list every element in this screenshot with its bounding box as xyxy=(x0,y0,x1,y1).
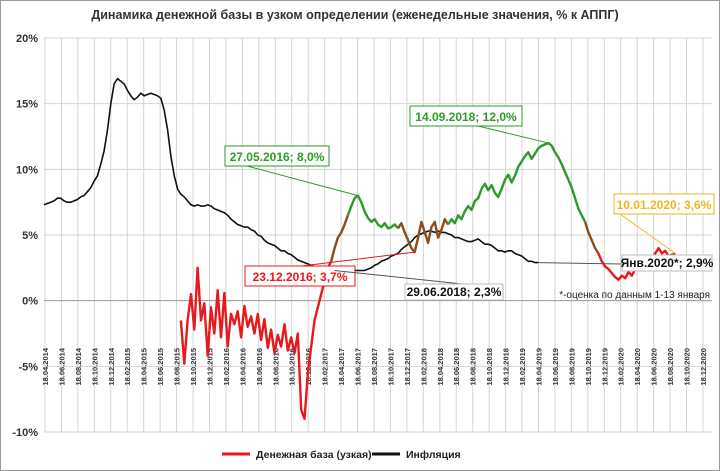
x-tick-label: 18.12.2020 xyxy=(699,348,708,386)
series-line-base-segment xyxy=(396,218,450,254)
annotation: 14.09.2018; 12,0% xyxy=(409,105,549,144)
annotation-leader xyxy=(334,269,463,285)
annotation-box xyxy=(409,105,523,127)
legend-label: Инфляция xyxy=(406,449,461,461)
x-tick-label: 18.04.2020 xyxy=(633,348,642,386)
annotation: 27.05.2016; 8,0% xyxy=(224,145,359,197)
x-tick-label: 18.02.2020 xyxy=(617,348,626,386)
x-tick-label: 18.02.2015 xyxy=(123,348,132,386)
annotation: Янв.2020*; 2,9% xyxy=(538,254,714,272)
annotation-label: Янв.2020*; 2,9% xyxy=(621,256,714,270)
y-tick-label: -10% xyxy=(12,427,38,439)
annotation-leader xyxy=(538,262,623,265)
x-tick-label: 18.10.2015 xyxy=(189,348,198,386)
x-tick-label: 18.10.2014 xyxy=(90,347,99,385)
x-tick-label: 18.04.2015 xyxy=(140,348,149,386)
x-tick-label: 18.04.2017 xyxy=(337,348,346,386)
chart-title: Динамика денежной базы в узком определен… xyxy=(91,8,618,22)
legend-item: Денежная база (узкая) xyxy=(222,449,372,461)
x-tick-label: 18.08.2014 xyxy=(74,347,83,385)
x-tick-label: 18.10.2017 xyxy=(386,348,395,386)
annotation-label: 27.05.2016; 8,0% xyxy=(230,150,325,164)
x-tick-label: 18.08.2015 xyxy=(173,348,182,386)
y-tick-label: 20% xyxy=(16,33,38,45)
x-tick-label: 18.02.2017 xyxy=(321,348,330,386)
annotation-label: 29.06.2018; 2,3% xyxy=(407,285,502,299)
series-line-base-segment xyxy=(179,260,333,421)
y-tick-label: 0% xyxy=(22,296,38,308)
x-tick-label: 18.10.2016 xyxy=(288,348,297,386)
x-tick-label: 18.08.2019 xyxy=(567,348,576,386)
annotation-box xyxy=(613,193,715,215)
x-tick-label: 18.12.2014 xyxy=(107,347,116,385)
x-tick-label: 18.04.2018 xyxy=(436,348,445,386)
series-line-base-segment xyxy=(447,141,587,226)
y-tick-label: -5% xyxy=(18,361,38,373)
x-tick-label: 18.12.2018 xyxy=(502,348,511,386)
series-line-base-segment xyxy=(583,221,600,255)
annotation-leader xyxy=(246,165,359,197)
annotation-box xyxy=(404,283,504,301)
series-lines xyxy=(43,77,676,421)
annotation-box xyxy=(224,145,330,167)
x-tick-label: 18.04.2019 xyxy=(534,348,543,386)
annotation-leader xyxy=(477,125,549,144)
annotation-label: 10.01.2020; 3,6% xyxy=(617,198,712,212)
x-tick-label: 18.02.2018 xyxy=(419,348,428,386)
x-axis: 18.04.2014 18.06.2014 18.08.2014 18.10.2014… xyxy=(41,347,708,385)
annotation: 23.12.2016; 3,7% xyxy=(244,251,415,287)
x-tick-label: 18.04.2016 xyxy=(238,348,247,386)
gridlines xyxy=(44,37,712,433)
series-line-base-segment xyxy=(346,194,399,230)
x-tick-label: 18.06.2016 xyxy=(255,348,264,386)
x-tick-label: 18.06.2017 xyxy=(354,348,363,386)
annotation: 10.01.2020; 3,6% xyxy=(613,193,715,254)
x-tick-label: 18.08.2016 xyxy=(271,348,280,386)
annotation-leader xyxy=(301,251,415,267)
x-tick-label: 18.10.2019 xyxy=(584,348,593,386)
x-tick-label: 18.12.2019 xyxy=(600,348,609,386)
legend-label: Денежная база (узкая) xyxy=(256,449,372,461)
x-tick-label: 18.06.2019 xyxy=(551,348,560,386)
x-tick-label: 18.08.2017 xyxy=(370,348,379,386)
footnote: *-оценка по данным 1-13 января xyxy=(559,290,710,301)
x-tick-label: 18.02.2019 xyxy=(518,348,527,386)
x-tick-label: 18.06.2015 xyxy=(156,348,165,386)
series-line-base-segment xyxy=(330,214,350,262)
annotation-leader xyxy=(619,213,676,254)
x-tick-label: 18.12.2017 xyxy=(403,348,412,386)
x-tick-label: 18.08.2018 xyxy=(469,348,478,386)
x-tick-label: 18.10.2018 xyxy=(485,348,494,386)
x-tick-label: 18.04.2014 xyxy=(41,347,50,385)
legend: Денежная база (узкая) Инфляция xyxy=(222,449,461,461)
series-line-base-segment xyxy=(597,246,670,281)
y-tick-label: 5% xyxy=(22,230,38,242)
annotation-label: 14.09.2018; 12,0% xyxy=(415,110,517,124)
annotations: 27.05.2016; 8,0% 14.09.2018; 12,0% 23.12.2… xyxy=(224,105,715,301)
x-tick-label: 18.02.2016 xyxy=(222,348,231,386)
x-tick-label: 18.06.2018 xyxy=(452,348,461,386)
y-tick-label: 15% xyxy=(16,99,38,111)
annotation: 29.06.2018; 2,3% xyxy=(334,269,504,301)
x-tick-label: 18.10.2020 xyxy=(683,348,692,386)
x-tick-label: 18.12.2015 xyxy=(205,348,214,386)
annotation-label: 23.12.2016; 3,7% xyxy=(253,270,348,284)
series-line-inflation xyxy=(43,77,539,274)
y-axis: 20% 15% 10% 5% 0% -5% -10% xyxy=(12,33,38,439)
x-tick-label: 18.06.2020 xyxy=(650,348,659,386)
y-tick-label: 10% xyxy=(16,164,38,176)
x-tick-label: 18.08.2020 xyxy=(666,348,675,386)
annotation-box xyxy=(621,254,713,272)
annotation-box xyxy=(244,265,356,287)
legend-item: Инфляция xyxy=(372,449,461,461)
x-tick-label: 18.06.2014 xyxy=(57,347,66,385)
